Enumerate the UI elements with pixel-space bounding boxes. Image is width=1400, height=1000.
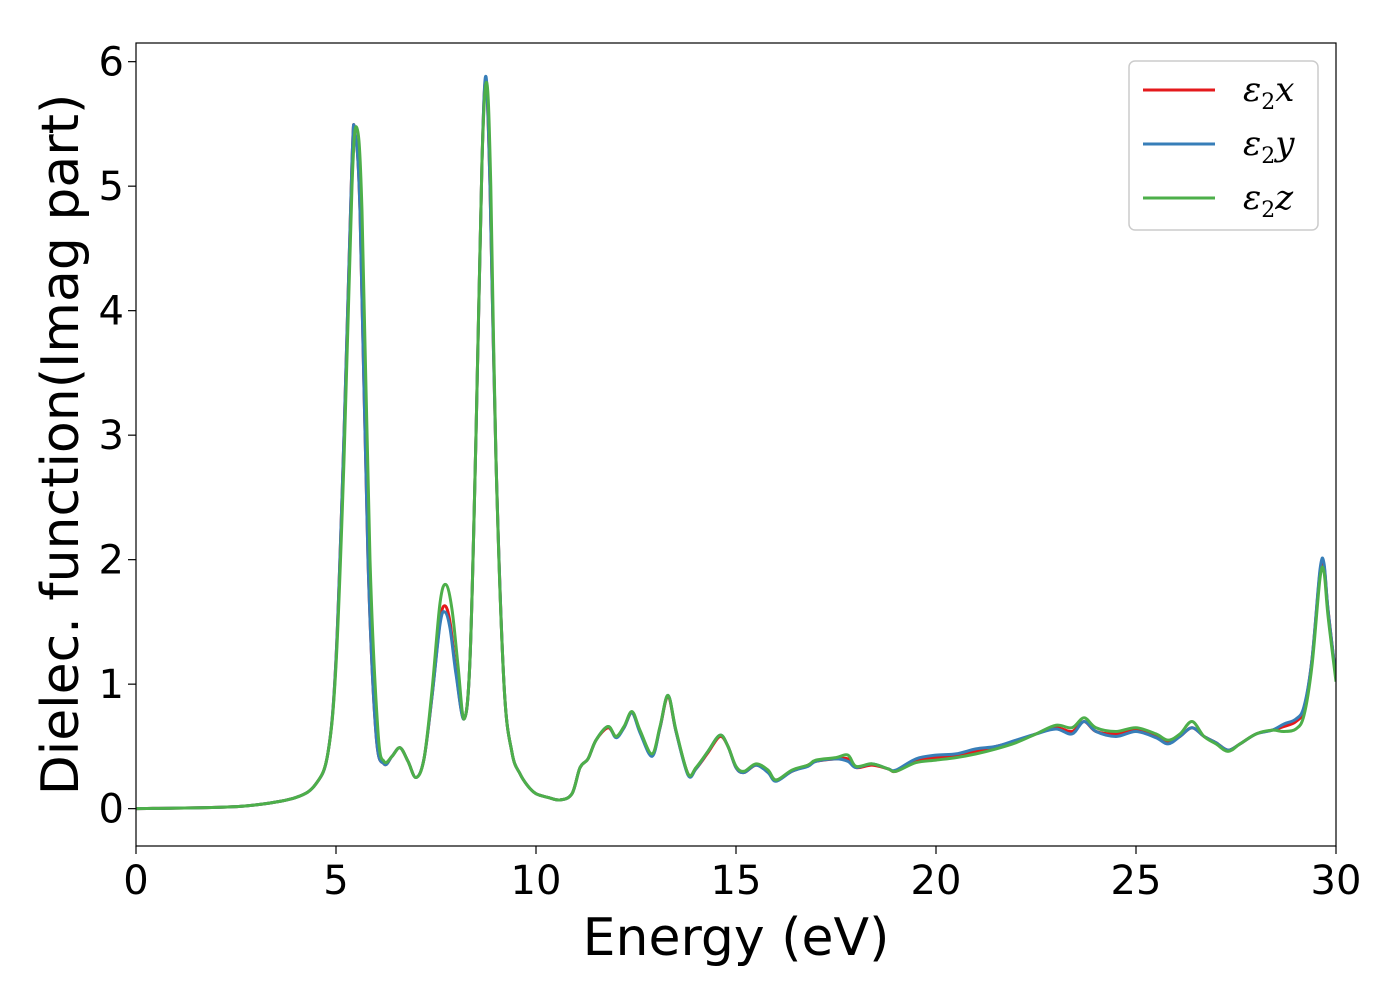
x-axis-label: Energy (eV) <box>583 908 890 968</box>
legend: ε2x ε2y ε2z <box>1128 60 1319 231</box>
legend-label-z: ε2z <box>1243 178 1294 223</box>
x-tick-label: 30 <box>1311 858 1362 904</box>
y-axis-label: Dielec. function(Imag part) <box>31 94 91 796</box>
x-tick-label: 20 <box>911 858 962 904</box>
legend-label-x: ε2x <box>1243 70 1294 115</box>
x-tick-label: 25 <box>1111 858 1162 904</box>
legend-label-y: ε2y <box>1243 124 1295 169</box>
series-layer <box>136 74 1336 811</box>
y-tick-label: 6 <box>99 40 124 86</box>
y-tick-label: 3 <box>99 413 124 459</box>
y-tick-label: 2 <box>99 538 124 584</box>
x-tick-label: 0 <box>123 858 148 904</box>
y-tick-label: 5 <box>99 164 124 210</box>
x-tick-label: 5 <box>323 858 348 904</box>
y-tick-label: 0 <box>99 787 124 833</box>
y-axis-ticks: 0 1 2 3 4 5 6 <box>99 40 136 833</box>
x-tick-label: 10 <box>511 858 562 904</box>
y-tick-label: 4 <box>99 289 124 335</box>
legend-box <box>1128 60 1319 231</box>
y-tick-label: 1 <box>99 662 124 708</box>
x-tick-label: 15 <box>711 858 762 904</box>
x-axis-ticks: 0 5 10 15 20 25 30 <box>123 846 1361 904</box>
series-line-z <box>136 80 1336 811</box>
